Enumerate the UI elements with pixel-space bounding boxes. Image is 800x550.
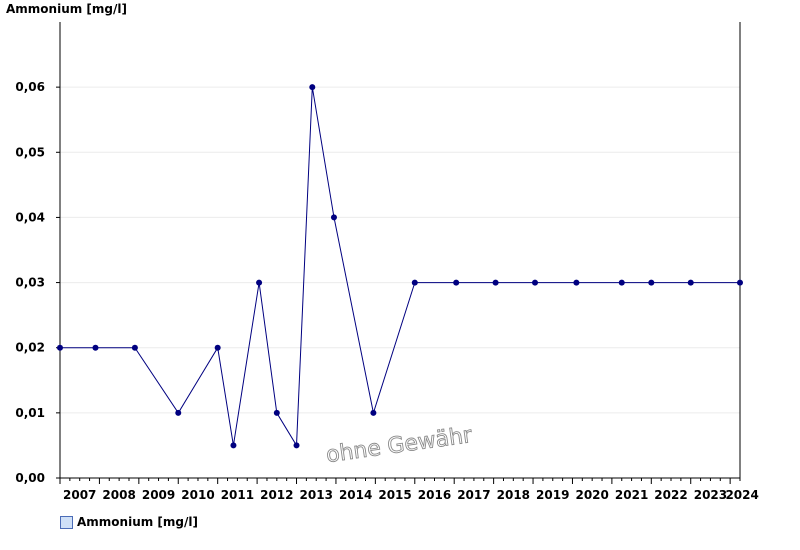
y-tick-label: 0,05 [15, 145, 45, 159]
data-point [92, 344, 99, 351]
x-tick-label: 2008 [102, 488, 135, 502]
y-tick-label: 0,04 [15, 210, 45, 224]
x-tick-label: 2022 [654, 488, 687, 502]
data-point [411, 279, 418, 286]
x-tick-label: 2018 [497, 488, 530, 502]
x-tick-label: 2024 [725, 488, 758, 502]
x-tick-label: 2016 [418, 488, 451, 502]
data-point [256, 279, 263, 286]
data-point [214, 344, 221, 351]
data-point [230, 442, 237, 449]
x-tick-label: 2020 [575, 488, 608, 502]
data-point [737, 279, 743, 286]
x-tick-label: 2009 [142, 488, 175, 502]
data-point [175, 409, 182, 416]
x-tick-label: 2013 [300, 488, 333, 502]
data-point [573, 279, 580, 286]
data-point [532, 279, 539, 286]
y-tick-labels: 0,00 0,01 0,02 0,03 0,04 0,05 0,06 [15, 80, 45, 485]
x-tick-label: 2019 [536, 488, 569, 502]
legend-swatch [60, 515, 73, 529]
y-tick-label: 0,01 [15, 406, 45, 420]
axes [56, 22, 741, 484]
data-point [273, 409, 280, 416]
x-tick-label: 2021 [615, 488, 648, 502]
x-tick-label: 2007 [63, 488, 96, 502]
y-tick-label: 0,06 [15, 80, 45, 94]
data-point [618, 279, 625, 286]
y-axis-title: Ammonium [mg/l] [6, 2, 127, 16]
x-tick-label: 2014 [339, 488, 372, 502]
x-tick-labels: 2007 2008 2009 2010 2011 2012 2013 2014 2015 2016… [63, 488, 759, 502]
data-point [57, 344, 63, 351]
series-layer [57, 84, 743, 449]
data-point [131, 344, 138, 351]
data-point [293, 442, 300, 449]
data-point [687, 279, 694, 286]
data-point [330, 214, 337, 221]
grid-lines [60, 86, 740, 414]
watermark-text: ohne Gewähr [325, 423, 475, 468]
legend-label: Ammonium [mg/l] [77, 515, 198, 529]
x-tick-label: 2017 [457, 488, 490, 502]
data-point [370, 409, 377, 416]
x-tick-label: 2011 [221, 488, 254, 502]
data-point [453, 279, 460, 286]
legend: Ammonium [mg/l] [60, 515, 198, 529]
x-tick-label: 2015 [378, 488, 411, 502]
y-tick-label: 0,00 [15, 471, 45, 485]
data-point [492, 279, 499, 286]
line-chart: Ammonium [mg/l] 0,00 0,01 0,02 0,03 0,04 0,05… [6, 2, 759, 502]
x-tick-label: 2010 [181, 488, 214, 502]
series-line [60, 87, 740, 448]
x-tick-label: 2023 [694, 488, 727, 502]
x-tick-label: 2012 [260, 488, 293, 502]
y-tick-label: 0,03 [15, 276, 45, 290]
data-point [309, 84, 316, 91]
y-tick-label: 0,02 [15, 341, 45, 355]
data-point [648, 279, 655, 286]
